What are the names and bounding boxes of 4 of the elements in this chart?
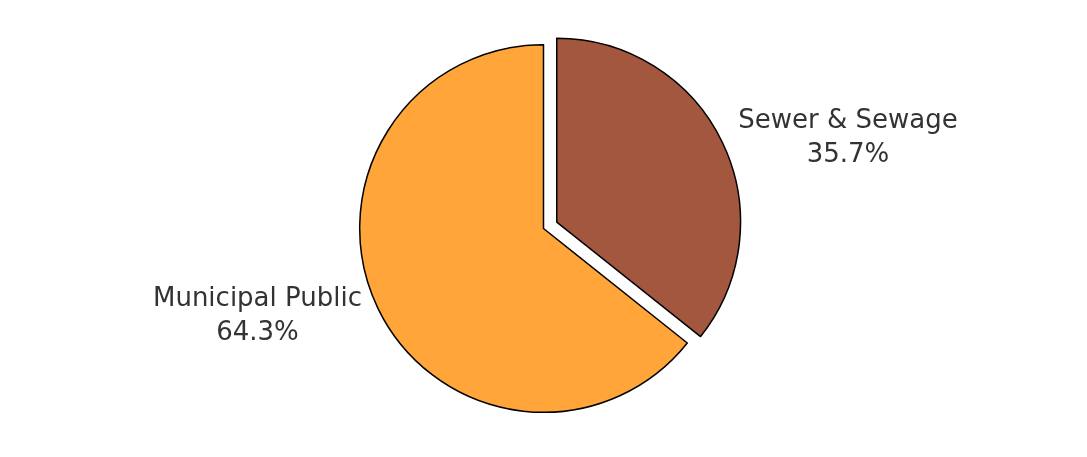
slice-label: Sewer & Sewage	[738, 104, 958, 135]
data-label: 35.7%	[806, 138, 890, 169]
slice-label: Municipal Public	[152, 282, 362, 313]
data-label: 64.3%	[216, 316, 299, 347]
